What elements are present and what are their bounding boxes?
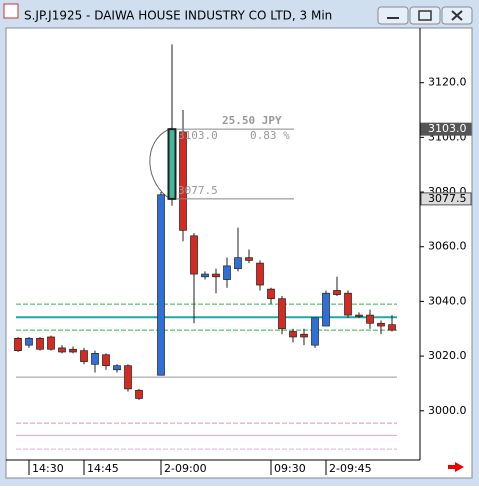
candle-body [256, 262, 264, 286]
candle-body [113, 365, 121, 371]
candle-body [91, 353, 99, 365]
x-tick-label: 09:30 [274, 462, 306, 475]
candle-body [333, 290, 341, 295]
candle-body [80, 350, 88, 362]
candle-body [355, 314, 363, 317]
candle-body [167, 128, 177, 200]
window-title: S.JP.J1925 - DAIWA HOUSE INDUSTRY CO LTD… [24, 9, 332, 23]
candle-body [278, 298, 286, 330]
candle-body [212, 273, 220, 278]
measure-percent: 0.83 % [250, 129, 290, 142]
candle-body [245, 257, 253, 261]
candle-body [311, 317, 319, 346]
candle-body [300, 333, 308, 338]
price-tag [420, 122, 472, 136]
candle-body [36, 337, 44, 350]
price-tag-label: 3077.5 [428, 192, 467, 205]
price-tag [420, 192, 472, 206]
candle-body [223, 265, 231, 280]
candle-body [322, 292, 330, 327]
candle-body [344, 292, 352, 316]
close-icon [451, 10, 463, 21]
candle-body [234, 257, 242, 269]
candle-body [267, 288, 275, 300]
y-tick-label: 3000.0 [428, 404, 467, 417]
y-tick-label: 3040.0 [428, 294, 467, 307]
y-tick-label: 3020.0 [428, 349, 467, 362]
candle-body [102, 354, 110, 367]
app-icon [3, 3, 19, 19]
candle-body [25, 337, 33, 346]
candle-body [14, 337, 22, 351]
y-tick-label: 3120.0 [428, 76, 467, 89]
x-tick-label: 14:45 [87, 462, 119, 475]
candle-body [157, 194, 165, 376]
measure-arc [149, 127, 173, 201]
candle-body [377, 322, 385, 327]
candle-body [135, 389, 143, 399]
x-tick-label: 14:30 [32, 462, 64, 475]
candle-body [366, 314, 374, 324]
candle-body [289, 331, 297, 338]
candle-body [179, 131, 187, 231]
x-tick-label: 2-09:45 [329, 462, 372, 475]
measure-distance: 25.50 JPY [222, 114, 282, 127]
measure-bottom: 3077.5 [178, 184, 218, 197]
scroll-arrow[interactable] [448, 462, 464, 472]
candle-body [124, 365, 132, 390]
candle-body [69, 348, 77, 353]
measure-top: 3103.0 [178, 129, 218, 142]
chart-area [5, 27, 473, 479]
x-tick-label: 2-09:00 [164, 462, 207, 475]
candle-body [388, 324, 396, 331]
candle-body [190, 235, 198, 275]
price-tag-label: 3103.0 [428, 122, 467, 135]
candle-body [58, 347, 66, 353]
candle-body [47, 336, 55, 350]
maximize-button[interactable] [409, 6, 441, 25]
minimize-button[interactable] [377, 6, 409, 25]
maximize-icon [418, 10, 432, 21]
candle-body [201, 273, 209, 278]
y-tick-label: 3060.0 [428, 240, 467, 253]
